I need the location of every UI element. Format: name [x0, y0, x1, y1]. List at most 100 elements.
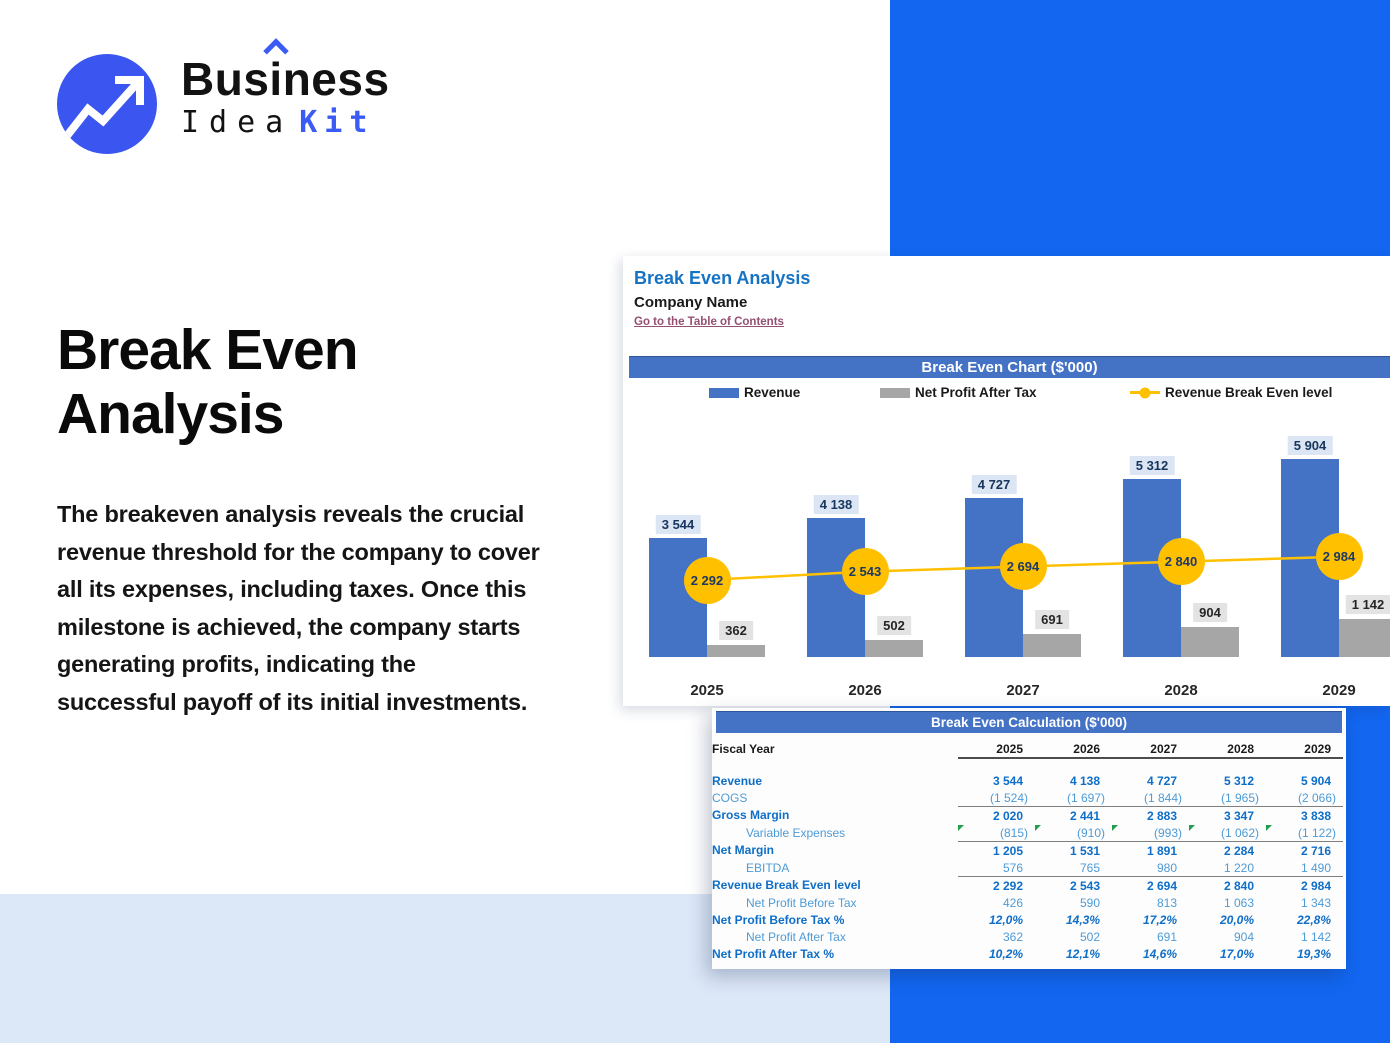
revenue-value-label: 5 904	[1287, 435, 1333, 455]
revenue-value-label: 5 312	[1129, 455, 1175, 475]
legend-item-net-profit: Net Profit After Tax	[880, 385, 1037, 400]
hero-description: The breakeven analysis reveals the cruci…	[57, 501, 540, 715]
row-label: COGS	[712, 790, 748, 805]
year-header-cell: 2026	[1035, 740, 1112, 759]
value-cell: (1 844)	[1112, 789, 1189, 807]
legend-item-revenue: Revenue	[709, 385, 800, 400]
net-profit-value-label: 502	[877, 616, 911, 636]
page-title-line1: Break Even	[57, 318, 359, 382]
value-cell: 17,0%	[1219, 946, 1254, 961]
x-axis-year-label: 2027	[1006, 682, 1040, 699]
value-cell: (910)	[1035, 824, 1112, 842]
value-cell: 14,6%	[1142, 946, 1177, 961]
breakeven-line-swatch-icon	[1130, 387, 1160, 398]
value-cell: 2 694	[1146, 878, 1177, 893]
page-title: Break Even Analysis	[57, 318, 359, 447]
value-cell: 17,2%	[1142, 912, 1177, 927]
brand-idea-text: Idea	[181, 105, 294, 140]
table-row: Revenue 3 544 4 138 4 727 5 312 5 904	[712, 772, 1343, 789]
table-row: Net Profit After Tax 362 502 691 904 1 142	[712, 928, 1343, 945]
value-cell: 1 891	[1146, 843, 1177, 858]
value-cell: 1 205	[992, 843, 1023, 858]
value-cell: 502	[1079, 929, 1100, 944]
row-label: Net Profit After Tax	[746, 929, 846, 944]
value-cell: 980	[1112, 859, 1189, 877]
net-profit-bar	[1023, 633, 1081, 657]
net-profit-value-label: 362	[719, 620, 753, 640]
legend-label: Net Profit After Tax	[915, 385, 1037, 400]
row-label: Net Margin	[712, 843, 775, 858]
year-header-cell: 2025	[958, 740, 1035, 759]
brand-name-part: i	[269, 53, 283, 105]
brand-wordmark: Busi ness Idea Kit	[181, 38, 390, 139]
value-cell: 2 441	[1069, 808, 1100, 823]
value-cell: 20,0%	[1219, 912, 1254, 927]
x-axis-year-label: 2028	[1164, 682, 1198, 699]
fiscal-year-label: Fiscal Year	[712, 742, 775, 756]
value-cell: 12,1%	[1065, 946, 1100, 961]
row-label: Net Profit Before Tax %	[712, 912, 845, 927]
revenue-value-label: 3 544	[655, 514, 701, 534]
value-cell: 19,3%	[1296, 946, 1331, 961]
net-profit-bar	[1181, 626, 1239, 657]
row-label: Gross Margin	[712, 808, 790, 823]
year-header-cell: 2028	[1189, 740, 1266, 759]
value-cell: 22,8%	[1296, 912, 1331, 927]
x-axis-year-label: 2026	[848, 682, 882, 699]
brand-subname: Idea Kit	[181, 106, 390, 139]
net-profit-swatch-icon	[880, 387, 910, 398]
value-cell: 3 347	[1223, 808, 1254, 823]
value-cell: 3 838	[1300, 808, 1331, 823]
row-label: Net Profit After Tax %	[712, 946, 835, 961]
table-row: Revenue Break Even level 2 292 2 543 2 694 2…	[712, 877, 1343, 895]
value-cell: 2 284	[1223, 843, 1254, 858]
breakeven-marker: 2 984	[1315, 533, 1363, 581]
table-row: Net Margin 1 205 1 531 1 891 2 284 2 716	[712, 842, 1343, 860]
net-profit-bar	[865, 640, 923, 657]
brand-kit-text: Kit	[299, 105, 375, 140]
value-cell: 2 883	[1146, 808, 1177, 823]
value-cell: 765	[1035, 859, 1112, 877]
fiscal-year-header-row: Fiscal Year 2025 2026 2027 2028 2029	[712, 740, 1343, 759]
value-cell: 2 292	[992, 878, 1023, 893]
value-cell: 14,3%	[1065, 912, 1100, 927]
chart-legend: Revenue Net Profit After Tax Revenue Bre…	[623, 385, 1390, 403]
year-header-cell: 2027	[1112, 740, 1189, 759]
value-cell: 691	[1156, 929, 1177, 944]
value-cell: (1 965)	[1189, 789, 1266, 807]
breakeven-line	[706, 555, 1340, 582]
value-cell: (815)	[958, 824, 1035, 842]
value-cell: (1 062)	[1189, 824, 1266, 842]
net-profit-bar	[707, 644, 765, 657]
value-cell: (1 122)	[1266, 824, 1343, 842]
value-cell: 362	[1002, 929, 1023, 944]
table-row: EBITDA 576 765 980 1 220 1 490	[712, 859, 1343, 877]
page-title-line2: Analysis	[57, 382, 284, 447]
legend-item-breakeven: Revenue Break Even level	[1130, 385, 1332, 400]
x-axis-year-label: 2025	[690, 682, 724, 699]
value-cell: 5 904	[1300, 773, 1331, 788]
row-label: Revenue	[712, 773, 763, 788]
value-cell: 2 020	[992, 808, 1023, 823]
value-cell: 2 984	[1300, 878, 1331, 893]
value-cell: (2 066)	[1266, 789, 1343, 807]
value-cell: 1 490	[1266, 859, 1343, 877]
breakeven-marker: 2 292	[683, 556, 731, 604]
company-name: Company Name	[634, 294, 748, 311]
break-even-chart-plot: 3 544 362 2025 4 138 502 2026 4 727 691 2027 5 31…	[623, 256, 1390, 706]
table-of-contents-link[interactable]: Go to the Table of Contents	[634, 316, 784, 328]
x-axis-year-label: 2029	[1322, 682, 1356, 699]
net-profit-value-label: 904	[1193, 602, 1227, 622]
value-cell: 590	[1079, 895, 1100, 910]
brand-name-part: Bus	[181, 53, 270, 105]
value-cell: 904	[1233, 929, 1254, 944]
net-profit-bar	[1339, 618, 1390, 657]
spacer-row	[712, 758, 1343, 772]
value-cell: 1 531	[1069, 843, 1100, 858]
table-row: Net Profit Before Tax % 12,0% 14,3% 17,2% 20…	[712, 911, 1343, 928]
value-cell: 3 544	[992, 773, 1023, 788]
table-row: Net Profit Before Tax 426 590 813 1 063 1 343	[712, 894, 1343, 911]
revenue-value-label: 4 138	[813, 495, 859, 515]
value-cell: (1 697)	[1035, 789, 1112, 807]
chart-panel: Break Even Analysis Company Name Go to t…	[623, 256, 1390, 706]
